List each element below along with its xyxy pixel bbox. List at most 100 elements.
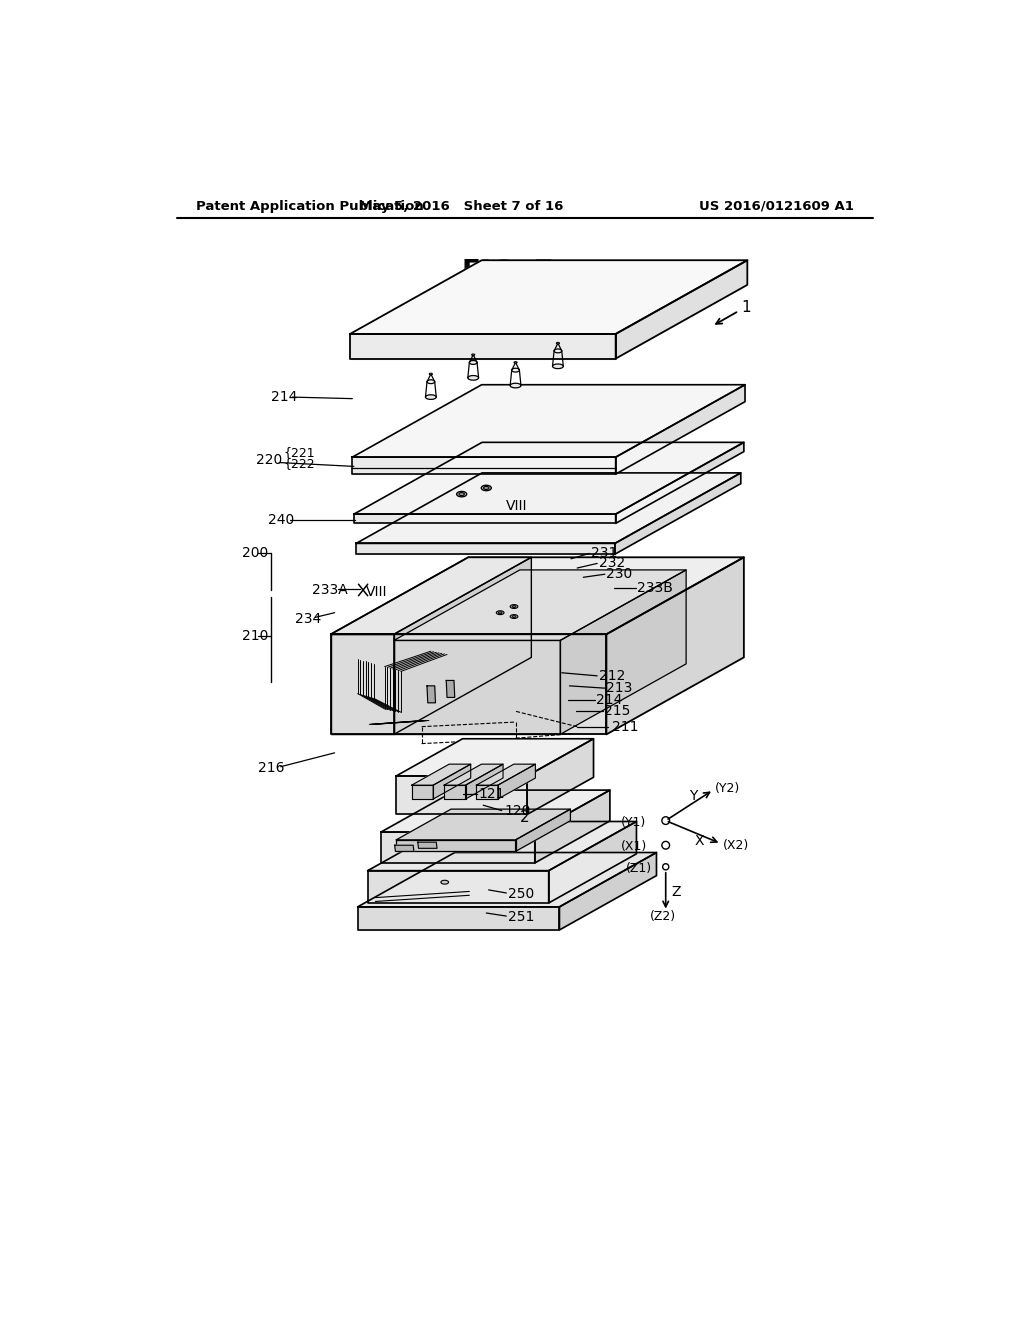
Ellipse shape (512, 606, 516, 607)
Text: 215: 215 (604, 705, 631, 718)
Polygon shape (559, 853, 656, 929)
Ellipse shape (429, 374, 432, 375)
Text: (Y2): (Y2) (715, 781, 740, 795)
Polygon shape (394, 845, 414, 851)
Ellipse shape (472, 354, 475, 355)
Polygon shape (476, 764, 536, 785)
Ellipse shape (510, 605, 518, 609)
Text: May 5, 2016   Sheet 7 of 16: May 5, 2016 Sheet 7 of 16 (359, 199, 564, 213)
Polygon shape (331, 557, 531, 635)
Text: Z: Z (672, 886, 681, 899)
Polygon shape (396, 809, 570, 840)
Polygon shape (368, 821, 637, 871)
Text: 233A: 233A (311, 582, 347, 597)
Ellipse shape (441, 880, 449, 884)
Ellipse shape (556, 342, 559, 345)
Polygon shape (381, 791, 610, 832)
Polygon shape (331, 635, 606, 734)
Ellipse shape (514, 362, 517, 363)
Polygon shape (381, 832, 535, 863)
Text: 120: 120 (504, 804, 530, 817)
Polygon shape (357, 853, 656, 907)
Text: 2: 2 (519, 810, 529, 825)
Polygon shape (350, 334, 615, 359)
Text: 214: 214 (271, 391, 298, 404)
Polygon shape (527, 739, 594, 814)
Polygon shape (396, 776, 527, 814)
Polygon shape (350, 260, 748, 334)
Text: 251: 251 (508, 909, 535, 924)
Ellipse shape (459, 492, 464, 496)
Polygon shape (352, 457, 615, 474)
Polygon shape (615, 442, 743, 524)
Text: 230: 230 (606, 568, 633, 581)
Ellipse shape (469, 360, 477, 364)
Polygon shape (357, 907, 559, 929)
Ellipse shape (483, 487, 489, 490)
Polygon shape (615, 260, 748, 359)
Ellipse shape (553, 364, 563, 368)
Text: FIG. 7: FIG. 7 (462, 259, 554, 286)
Text: {221: {221 (283, 446, 314, 459)
Text: (Z2): (Z2) (650, 911, 677, 924)
Polygon shape (466, 764, 503, 799)
Text: (X2): (X2) (723, 838, 749, 851)
Text: 200: 200 (243, 545, 268, 560)
Polygon shape (515, 809, 570, 851)
Polygon shape (614, 473, 740, 554)
Text: 211: 211 (611, 719, 638, 734)
Ellipse shape (512, 615, 516, 618)
Text: VIII: VIII (366, 585, 387, 599)
Text: 220: 220 (256, 453, 283, 467)
Polygon shape (498, 764, 536, 799)
Polygon shape (352, 384, 745, 457)
Ellipse shape (554, 348, 562, 352)
Polygon shape (354, 442, 743, 515)
Polygon shape (354, 515, 615, 524)
Polygon shape (560, 570, 686, 734)
Polygon shape (446, 681, 455, 697)
Polygon shape (433, 764, 471, 799)
Polygon shape (331, 635, 394, 734)
Ellipse shape (425, 395, 436, 400)
Text: (Z1): (Z1) (626, 862, 652, 875)
Text: VIII: VIII (506, 499, 527, 513)
Ellipse shape (481, 486, 492, 491)
Ellipse shape (427, 380, 435, 384)
Polygon shape (427, 686, 435, 702)
Text: (Y1): (Y1) (621, 816, 646, 829)
Polygon shape (535, 791, 610, 863)
Text: 121: 121 (478, 787, 505, 801)
Polygon shape (396, 739, 594, 776)
Ellipse shape (512, 368, 519, 372)
Ellipse shape (457, 491, 467, 496)
Text: (X1): (X1) (621, 841, 647, 853)
Polygon shape (606, 557, 743, 734)
Text: 212: 212 (599, 669, 625, 682)
Text: 233B: 233B (637, 581, 673, 595)
Polygon shape (394, 640, 560, 734)
Ellipse shape (510, 615, 518, 619)
Text: Patent Application Publication: Patent Application Publication (196, 199, 424, 213)
Polygon shape (444, 785, 466, 799)
Ellipse shape (497, 611, 504, 615)
Polygon shape (444, 764, 503, 785)
Text: 232: 232 (599, 557, 625, 570)
Text: 214: 214 (596, 693, 623, 706)
Text: 240: 240 (267, 513, 294, 527)
Polygon shape (615, 384, 745, 474)
Text: 231: 231 (591, 546, 617, 561)
Text: 210: 210 (243, 628, 268, 643)
Polygon shape (331, 557, 743, 635)
Text: 234: 234 (295, 612, 321, 626)
Ellipse shape (499, 611, 502, 614)
Text: X: X (695, 834, 705, 847)
Polygon shape (476, 785, 498, 799)
Polygon shape (356, 473, 740, 544)
Polygon shape (418, 842, 437, 849)
Polygon shape (396, 840, 515, 851)
Text: {222: {222 (283, 457, 314, 470)
Text: 213: 213 (606, 681, 633, 696)
Text: 1: 1 (741, 300, 751, 315)
Polygon shape (412, 785, 433, 799)
